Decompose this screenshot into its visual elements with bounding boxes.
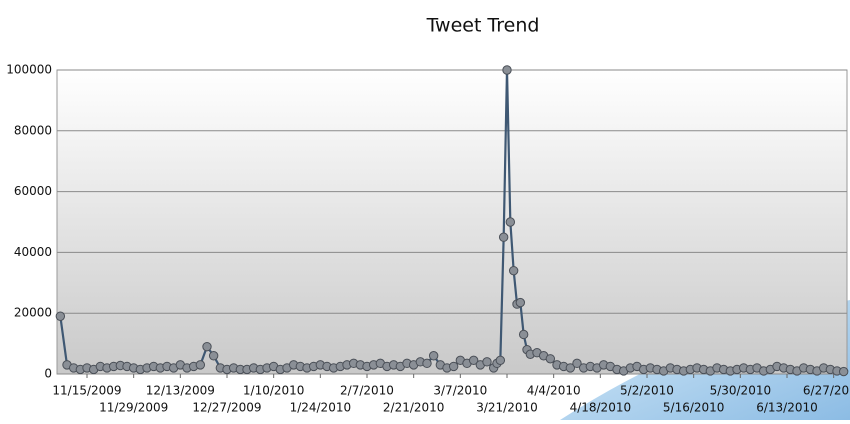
point [208, 351, 219, 361]
x-tick-label: 2/21/2010 [383, 401, 445, 415]
point [838, 366, 849, 377]
y-tick-label: 100000 [6, 63, 52, 77]
x-tick-label: 6/13/2010 [756, 401, 818, 415]
plot: 0 20000 40000 60000 80000 100000 11/15/2009 11/… [6, 63, 850, 415]
point [498, 232, 509, 242]
x-tick-label: 3/7/2010 [433, 384, 487, 398]
point [518, 329, 529, 340]
x-tick-label: 1/24/2010 [290, 401, 352, 415]
x-tick-label: 4/18/2010 [570, 401, 632, 415]
y-tick-label: 20000 [14, 306, 52, 320]
y-tick-label: 0 [44, 367, 52, 381]
point [505, 217, 516, 227]
point [495, 355, 506, 366]
y-tick-label: 80000 [14, 123, 52, 137]
x-tick-label: 1/10/2010 [243, 384, 305, 398]
x-tick-label: 12/13/2009 [146, 384, 215, 398]
x-tick-label: 5/16/2010 [663, 401, 725, 415]
point [55, 311, 66, 321]
x-tick-label: 5/30/2010 [710, 384, 772, 398]
point [448, 361, 459, 372]
x-tick-label: 11/29/2009 [99, 401, 168, 415]
point [565, 363, 576, 373]
point [502, 65, 512, 75]
point [468, 355, 479, 366]
x-tick-label: 5/2/2010 [620, 384, 674, 398]
x-tick-label: 11/15/2009 [52, 384, 121, 398]
point [428, 351, 439, 361]
point [195, 360, 206, 370]
plot-area [56, 69, 848, 375]
y-tick-label: 40000 [14, 245, 52, 259]
point [515, 297, 526, 308]
x-tick-label: 2/7/2010 [340, 384, 394, 398]
point [422, 358, 432, 369]
x-tick-label: 4/4/2010 [527, 384, 581, 398]
x-tick-label: 3/21/2010 [476, 401, 538, 415]
chart-title: Tweet Trend [426, 15, 540, 37]
point [482, 357, 492, 367]
y-tick-label: 60000 [14, 184, 52, 198]
x-tick-label: 12/27/2009 [192, 401, 261, 415]
point [545, 354, 556, 364]
point [508, 265, 519, 276]
point [572, 358, 582, 369]
point [202, 341, 212, 352]
x-tick-label: 6/27/2010 [803, 384, 850, 398]
